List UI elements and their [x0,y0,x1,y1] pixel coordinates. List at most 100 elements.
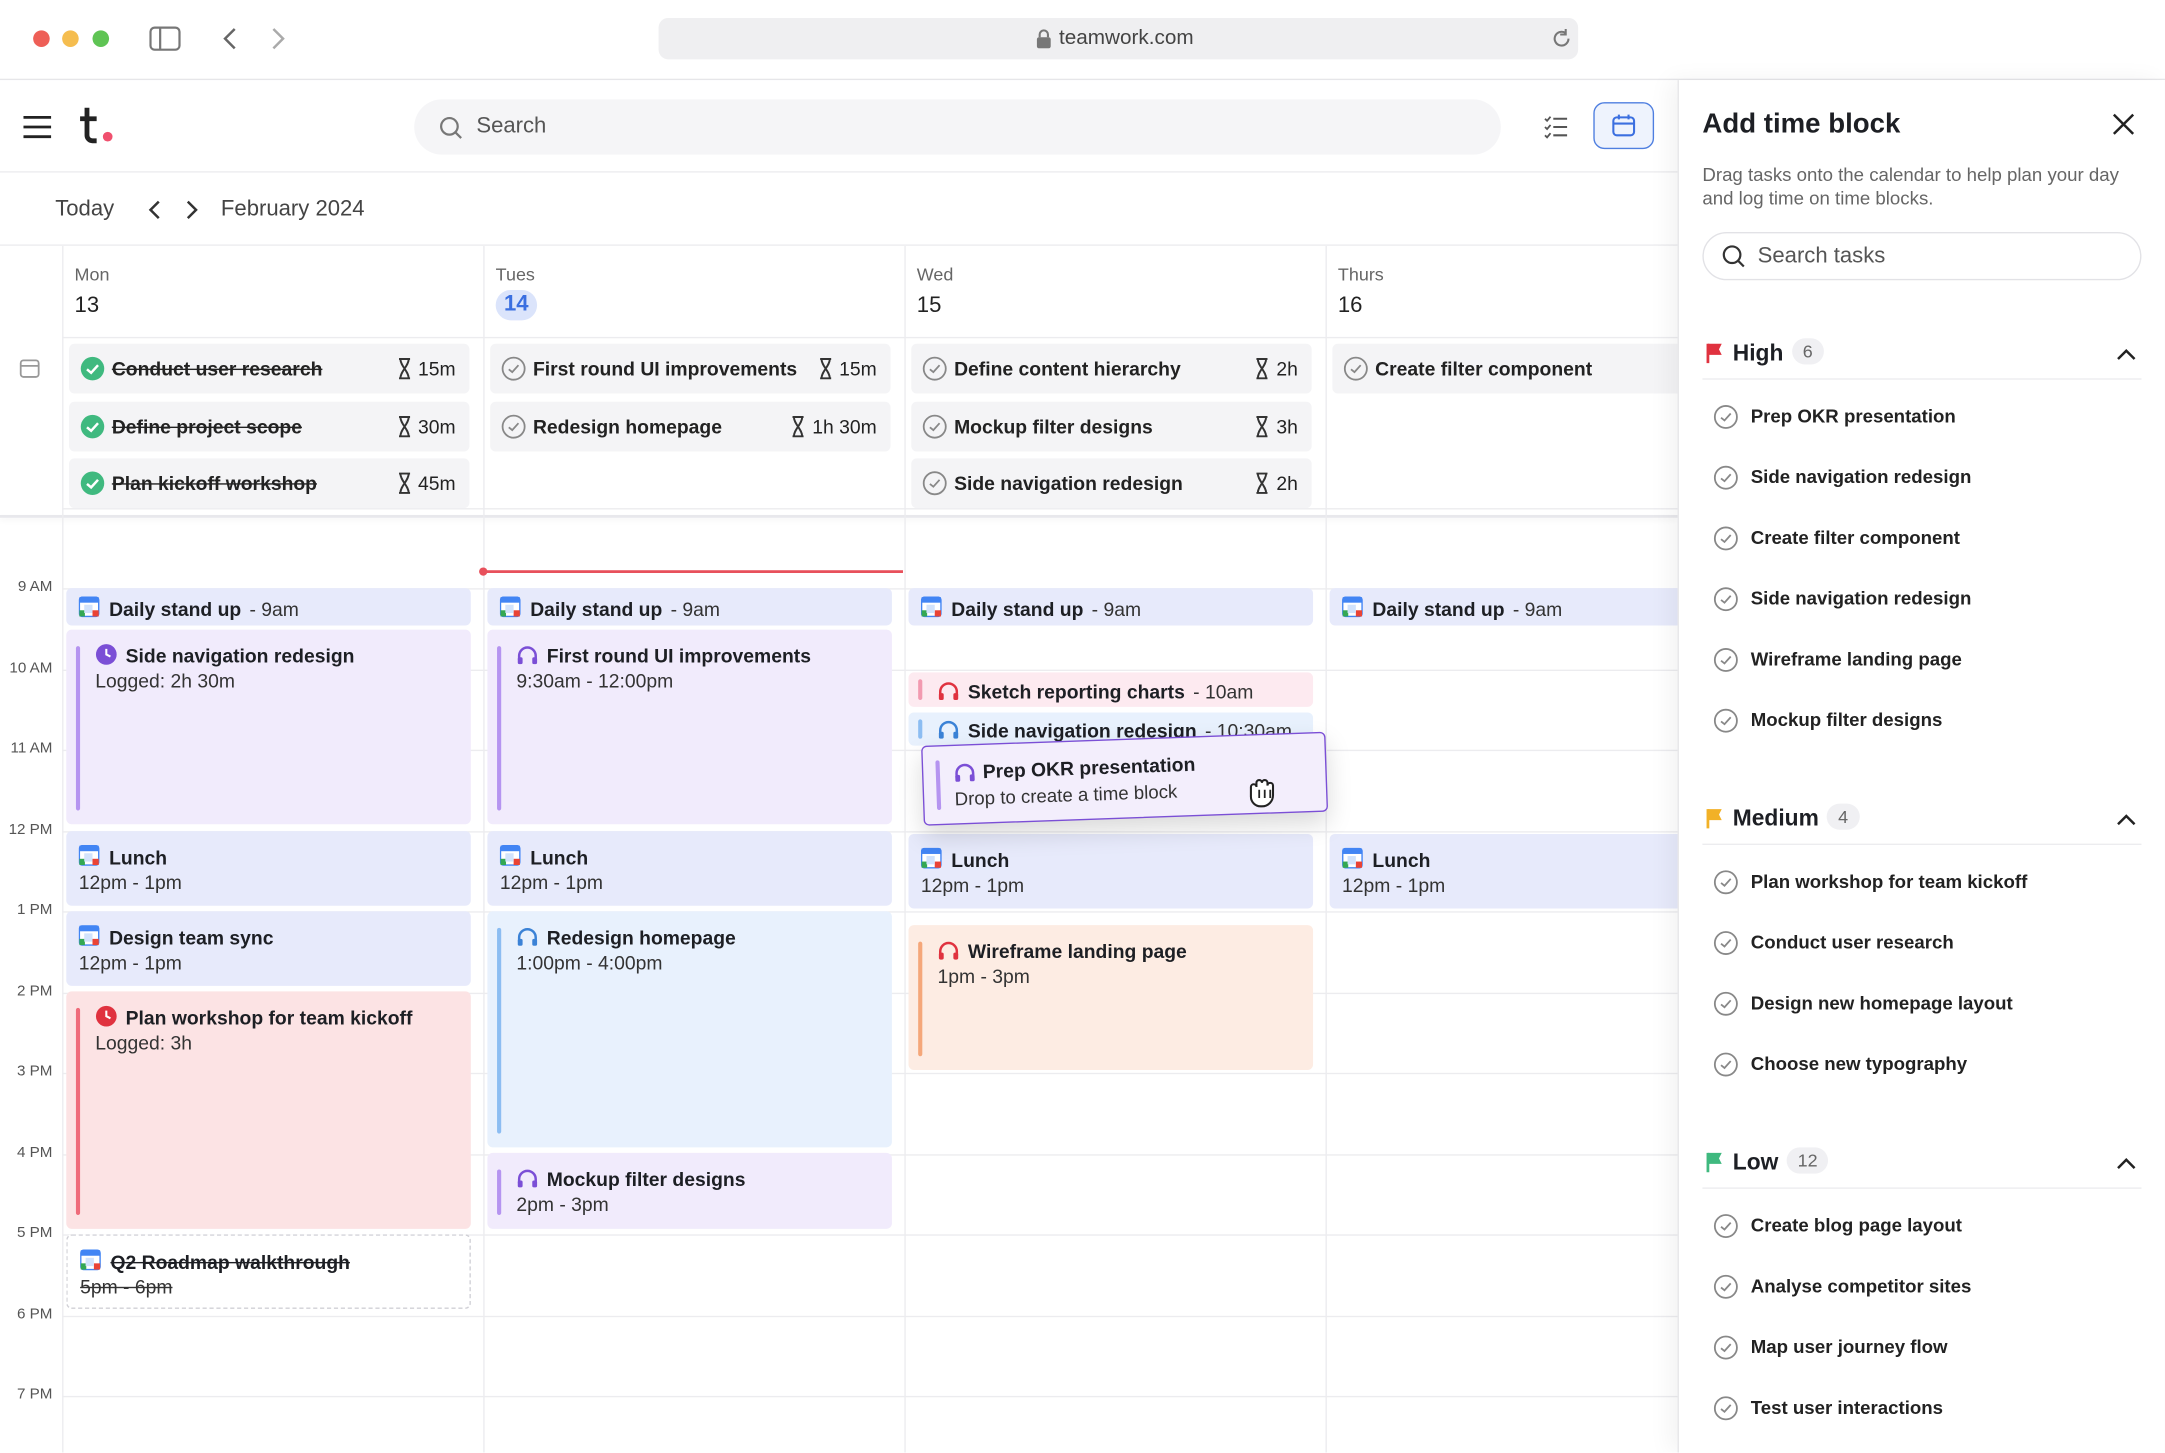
task-check [1713,991,1738,1016]
event[interactable]: Redesign homepage 1:00pm - 4:00pm [487,911,892,1148]
lock-icon [1036,29,1051,49]
all-day-task[interactable]: Create filter component [1332,343,1678,394]
panel-task[interactable]: Map user journey flow [1750,1336,1948,1358]
window-controls[interactable] [28,28,116,50]
group-name[interactable]: Low [1732,1150,1779,1175]
event-icon [78,925,101,947]
event[interactable]: Side navigation redesign Logged: 2h 30m [66,629,471,825]
menu-icon[interactable] [22,115,52,140]
list-view-icon[interactable] [1544,115,1569,140]
task-check-graphic [1713,1274,1738,1299]
event[interactable]: Plan workshop for team kickoff Logged: 3h [66,991,471,1229]
sidebar-icon[interactable] [149,25,182,53]
all-day-task[interactable]: First round UI improvements 15m [490,343,891,394]
event[interactable]: Daily stand up - 9am [66,588,471,626]
event[interactable]: Sketch reporting charts - 10am [908,672,1314,707]
task-check-graphic [1713,405,1738,429]
panel-task[interactable]: Mockup filter designs [1750,709,1943,731]
search-box[interactable] [414,99,1501,155]
week-arrows[interactable] [144,197,205,222]
panel-task[interactable]: Plan workshop for team kickoff [1750,871,2028,892]
event-icon-graphic [517,1169,538,1188]
panel-task[interactable]: Create filter component [1750,527,1960,549]
panel-task[interactable]: Design new homepage layout [1750,992,2013,1014]
event[interactable]: Wireframe landing page 1pm - 3pm [908,925,1314,1071]
event[interactable]: Lunch 12pm - 1pm [1329,833,1678,909]
all-day-task[interactable]: Redesign homepage 1h 30m [490,401,891,451]
hourglass-icon [790,415,807,437]
event-title: Daily stand up [951,597,1084,620]
task-check [922,356,947,381]
event[interactable]: Lunch 12pm - 1pm [908,833,1314,909]
event-bar [918,719,923,739]
event-icon [499,844,522,867]
hour-line [62,507,1678,509]
reload-icon[interactable] [1551,28,1573,50]
panel-task[interactable]: Create blog page layout [1750,1215,1963,1236]
task-check-graphic [1713,465,1738,490]
event-bar [75,1007,81,1216]
group-name[interactable]: Medium [1732,806,1819,832]
hourglass-icon-graphic [1257,358,1269,380]
panel-task[interactable]: Conduct user research [1750,931,1954,953]
logo[interactable] [77,105,118,146]
task-check-graphic [922,471,947,496]
nav-arrows[interactable] [218,25,293,53]
task-check [501,356,526,381]
task-title: Side navigation redesign [954,472,1183,495]
today-button[interactable]: Today [55,197,115,221]
all-day-task[interactable]: Conduct user research 15m [69,343,470,394]
task-duration: 2h [1276,472,1298,495]
event-title: Mockup filter designs [546,1168,746,1191]
event[interactable]: Daily stand up - 9am [1329,588,1678,626]
event-detail: 12pm - 1pm [1342,873,1446,897]
hourglass-icon-graphic [398,415,410,437]
event-title: Side navigation redesign [967,719,1197,742]
event[interactable]: Lunch 12pm - 1pm [66,831,471,906]
event[interactable]: Lunch 12pm - 1pm [487,831,892,906]
event-icon-graphic [78,595,100,617]
event-icon-graphic [920,847,942,869]
all-day-task[interactable]: Side navigation redesign 2h [911,458,1312,509]
event[interactable]: Q2 Roadmap walkthrough 5pm - 6pm [66,1234,471,1309]
event-icon [953,760,976,783]
all-day-task[interactable]: Define content hierarchy 2h [911,343,1312,394]
url-bar[interactable] [658,17,1579,60]
event-detail: 12pm - 1pm [78,951,182,974]
collapse-icon-graphic [2117,348,2136,360]
drag-card[interactable]: Prep OKR presentation Drop to create a ti… [921,731,1329,826]
priority-flag-graphic [1706,343,1722,364]
event[interactable]: Design team sync 12pm - 1pm [66,911,471,986]
all-day-task[interactable]: Plan kickoff workshop 45m [69,458,470,509]
event-icon [78,844,101,867]
priority-flag [1705,808,1724,830]
column-line [1325,245,1327,1453]
hourglass-icon-graphic [398,358,410,380]
panel-search[interactable] [1702,231,2142,281]
panel-task[interactable]: Test user interactions [1750,1397,1944,1418]
panel-task[interactable]: Side navigation redesign [1750,588,1972,609]
panel-task[interactable]: Side navigation redesign [1750,466,1972,488]
event[interactable]: First round UI improvements 9:30am - 12:0… [487,629,892,825]
group-name[interactable]: High [1732,341,1784,366]
day-date[interactable]: 14 [495,289,537,321]
panel-task[interactable]: Prep OKR presentation [1750,405,1956,427]
all-day-task[interactable]: Mockup filter designs 3h [911,401,1312,451]
all-day-icon-graphic [19,359,40,378]
task-check [1713,1214,1738,1239]
event[interactable]: Mockup filter designs 2pm - 3pm [487,1152,892,1229]
all-day-task[interactable]: Define project scope 30m [69,401,470,451]
panel-task[interactable]: Analyse competitor sites [1750,1275,1972,1297]
event-bar [918,941,923,1057]
task-check-graphic [1713,648,1738,672]
task-check [922,414,947,439]
event-icon [1342,595,1364,618]
panel-task[interactable]: Wireframe landing page [1750,648,1962,670]
panel-task[interactable]: Choose new typography [1750,1053,1968,1075]
event[interactable]: Daily stand up - 9am [487,588,892,626]
calendar-view-button[interactable] [1593,102,1655,150]
search-icon [440,116,462,139]
event[interactable]: Daily stand up - 9am [908,588,1314,626]
time-label: 6 PM [16,1305,53,1323]
